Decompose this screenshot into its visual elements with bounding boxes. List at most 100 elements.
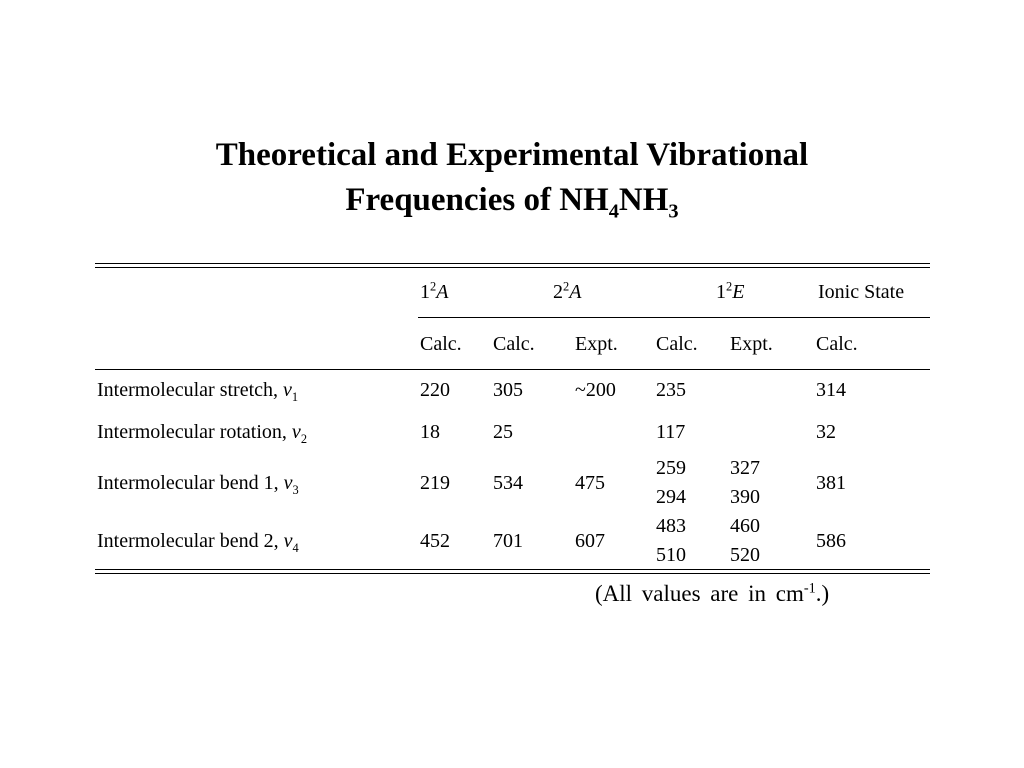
cell: 18: [420, 420, 440, 444]
subscript: 2: [300, 432, 308, 446]
column-header: Calc.: [420, 332, 462, 356]
cell: 701: [493, 529, 523, 553]
column-header: Calc.: [493, 332, 535, 356]
mode-symbol: ν: [283, 472, 293, 494]
row-text: Intermolecular stretch,: [97, 379, 284, 401]
column-label: Calc.: [493, 333, 535, 355]
footnote-text: (All values are in cm: [595, 581, 804, 606]
cell: 259: [656, 456, 686, 480]
cell: 305: [493, 378, 523, 402]
mode-symbol: ν: [291, 421, 301, 443]
footnote: (All values are in cm-1.): [595, 580, 830, 606]
cell-value: 18: [420, 421, 440, 443]
superscript: -1: [803, 580, 816, 597]
column-header: Calc.: [816, 332, 858, 356]
cell-value: 220: [420, 379, 450, 401]
cell: 607: [575, 529, 605, 553]
rule: [95, 573, 930, 574]
rule: [95, 369, 930, 370]
state-symbol: A: [569, 281, 582, 303]
cell-value: ~200: [575, 379, 616, 401]
cell-value: 314: [816, 379, 846, 401]
cell-value: 235: [656, 379, 686, 401]
cell-value: 219: [420, 472, 450, 494]
cell: 294: [656, 485, 686, 509]
cell: ~200: [575, 378, 616, 402]
cell-value: 520: [730, 544, 760, 566]
cell-value: 32: [816, 421, 836, 443]
column-label: Expt.: [575, 333, 618, 355]
state-header: 12A: [420, 280, 448, 304]
state-symbol: A: [436, 281, 449, 303]
row-label: Intermolecular stretch, ν1: [97, 378, 299, 404]
subscript: 1: [291, 390, 299, 404]
cell-value: 327: [730, 457, 760, 479]
cell-value: 294: [656, 486, 686, 508]
cell-value: 381: [816, 472, 846, 494]
subscript: 4: [292, 541, 299, 555]
subscript: 4: [608, 200, 619, 223]
row-label: Intermolecular bend 2, ν4: [97, 529, 299, 555]
cell-value: 390: [730, 486, 760, 508]
row-label: Intermolecular bend 1, ν3: [97, 471, 299, 497]
cell: 381: [816, 471, 846, 495]
cell: 235: [656, 378, 686, 402]
rule: [95, 263, 930, 264]
state-header: 12E: [716, 280, 744, 304]
cell-value: 25: [493, 421, 513, 443]
cell-value: 607: [575, 530, 605, 552]
state-level: 2: [553, 281, 563, 303]
cell: 327: [730, 456, 760, 480]
cell-value: 305: [493, 379, 523, 401]
cell-value: 483: [656, 515, 686, 537]
cell-value: 586: [816, 530, 846, 552]
cell: 510: [656, 543, 686, 567]
row-text: Intermolecular bend 2,: [97, 530, 284, 552]
title-text: NH: [618, 182, 669, 218]
cell: 460: [730, 514, 760, 538]
cell-value: 701: [493, 530, 523, 552]
mode-symbol: ν: [283, 530, 293, 552]
superscript: 2: [563, 279, 570, 294]
title-line: Frequencies of NH4NH3: [0, 180, 1024, 223]
row-text: Intermolecular rotation,: [97, 421, 292, 443]
row-text: Intermolecular bend 1,: [97, 472, 284, 494]
cell: 390: [730, 485, 760, 509]
cell-value: 510: [656, 544, 686, 566]
column-header: Expt.: [730, 332, 773, 356]
cell: 452: [420, 529, 450, 553]
cell: 314: [816, 378, 846, 402]
title-text: Frequencies of NH: [345, 182, 609, 218]
row-label: Intermolecular rotation, ν2: [97, 420, 308, 446]
subscript: 3: [292, 483, 299, 497]
column-label: Expt.: [730, 333, 773, 355]
rule: [95, 569, 930, 570]
state-header: Ionic State: [818, 280, 904, 304]
cell-value: 259: [656, 457, 686, 479]
column-header: Expt.: [575, 332, 618, 356]
title-line: Theoretical and Experimental Vibrational: [215, 137, 809, 173]
cell-value: 452: [420, 530, 450, 552]
footnote-text: .): [815, 581, 830, 606]
cell: 586: [816, 529, 846, 553]
cell: 483: [656, 514, 686, 538]
cell: 475: [575, 471, 605, 495]
cell-value: 460: [730, 515, 760, 537]
column-label: Calc.: [420, 333, 462, 355]
cell: 32: [816, 420, 836, 444]
mode-symbol: ν: [283, 379, 292, 401]
column-header: Calc.: [656, 332, 698, 356]
rule: [418, 317, 930, 318]
superscript: 2: [726, 279, 733, 294]
state-level: 1: [420, 281, 430, 303]
cell: 220: [420, 378, 450, 402]
cell: 117: [656, 420, 685, 444]
state-label: Ionic State: [818, 281, 905, 303]
subscript: 3: [668, 200, 679, 223]
state-header: 22A: [553, 280, 581, 304]
column-label: Calc.: [656, 333, 698, 355]
cell: 520: [730, 543, 760, 567]
column-label: Calc.: [816, 333, 858, 355]
rule: [95, 267, 930, 268]
